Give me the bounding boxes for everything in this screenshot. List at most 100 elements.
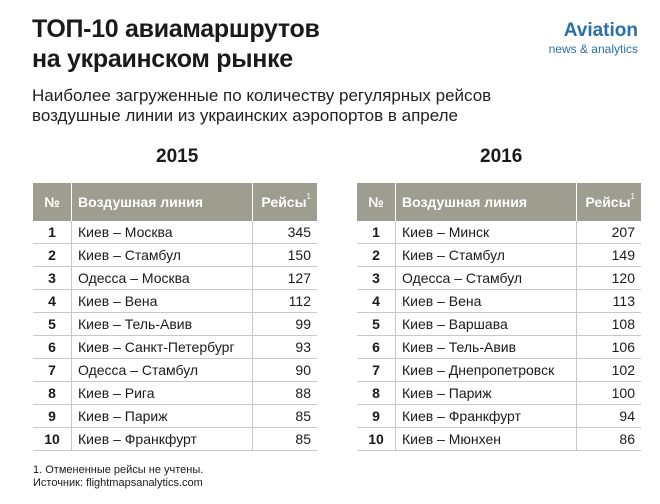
footnote-mark: 1 (306, 192, 311, 201)
rank-cell: 10 (357, 427, 396, 451)
route-cell: Киев – Мюнхен (395, 427, 577, 451)
table-row: 8 Киев – Париж 100 (357, 381, 641, 405)
route-cell: Одесса – Стамбул (395, 266, 577, 290)
table-row: 8 Киев – Рига 88 (33, 381, 317, 405)
route-cell: Одесса – Стамбул (71, 358, 253, 382)
table-row: 3 Одесса – Стамбул 120 (357, 266, 641, 290)
flights-cell: 345 (252, 221, 317, 244)
flights-cell: 99 (252, 312, 317, 336)
route-cell: Одесса – Москва (71, 266, 253, 290)
route-cell: Киев – Вена (395, 289, 577, 313)
flights-header-label: Рейсы (261, 194, 307, 210)
table-row: 3 Одесса – Москва 127 (33, 266, 317, 290)
column-header-flights: Рейсы1 (252, 183, 317, 221)
rank-cell: 4 (33, 289, 72, 313)
flights-cell: 102 (576, 358, 641, 382)
flights-cell: 93 (252, 335, 317, 359)
flights-cell: 86 (576, 427, 641, 451)
route-cell: Киев – Вена (71, 289, 253, 313)
rank-cell: 4 (357, 289, 396, 313)
aviation-logo: Aviation news & analytics (549, 20, 638, 57)
rank-cell: 5 (357, 312, 396, 336)
route-cell: Киев – Варшава (395, 312, 577, 336)
routes-table-2016: № Воздушная линия Рейсы1 1 Киев – Минск 20… (357, 183, 641, 451)
rank-cell: 3 (33, 266, 72, 290)
footnote-line-1: 1. Отмененные рейсы не учтены. (33, 464, 204, 476)
flights-cell: 120 (576, 266, 641, 290)
table-row: 2 Киев – Стамбул 150 (33, 243, 317, 267)
table-row: 5 Киев – Тель-Авив 99 (33, 312, 317, 336)
table-row: 6 Киев – Санкт-Петербург 93 (33, 335, 317, 359)
page-title: ТОП-10 авиамаршрутов на украинском рынке (32, 14, 320, 74)
title-line-1: ТОП-10 авиамаршрутов (32, 15, 320, 43)
flights-cell: 127 (252, 266, 317, 290)
table-row: 1 Киев – Москва 345 (33, 221, 317, 244)
flights-cell: 88 (252, 381, 317, 405)
rank-cell: 7 (33, 358, 72, 382)
title-line-2: на украинском рынке (32, 45, 293, 73)
route-cell: Киев – Днепропетровск (395, 358, 577, 382)
flights-cell: 94 (576, 404, 641, 428)
column-header-route: Воздушная линия (395, 183, 577, 221)
route-cell: Киев – Минск (395, 221, 577, 244)
routes-table-2015: № Воздушная линия Рейсы1 1 Киев – Москва 3… (33, 183, 317, 451)
logo-main-text: Aviation (563, 20, 638, 41)
rank-cell: 2 (33, 243, 72, 267)
year-heading-2015: 2015 (156, 146, 199, 167)
route-cell: Киев – Москва (71, 221, 253, 244)
source-line: Источник: flightmapsanalytics.com (33, 477, 203, 489)
flights-header-label: Рейсы (585, 194, 631, 210)
flights-cell: 90 (252, 358, 317, 382)
table-row: 9 Киев – Париж 85 (33, 404, 317, 428)
subtitle-line-1: Наиболее загруженные по количеству регул… (32, 86, 492, 105)
rank-cell: 9 (357, 404, 396, 428)
page-subtitle: Наиболее загруженные по количеству регул… (32, 86, 491, 126)
table-body-2015: 1 Киев – Москва 345 2 Киев – Стамбул 150 3 Одес… (33, 221, 317, 451)
table-row: 10 Киев – Франкфурт 85 (33, 427, 317, 451)
flights-cell: 85 (252, 427, 317, 451)
flights-cell: 112 (252, 289, 317, 313)
table-row: 10 Киев – Мюнхен 86 (357, 427, 641, 451)
table-header-row: № Воздушная линия Рейсы1 (33, 183, 317, 221)
flights-cell: 207 (576, 221, 641, 244)
column-header-num: № (33, 183, 72, 221)
rank-cell: 2 (357, 243, 396, 267)
table-row: 7 Одесса – Стамбул 90 (33, 358, 317, 382)
flights-cell: 106 (576, 335, 641, 359)
rank-cell: 8 (33, 381, 72, 405)
flights-cell: 100 (576, 381, 641, 405)
route-cell: Киев – Стамбул (71, 243, 253, 267)
footnote-mark: 1 (630, 192, 635, 201)
table-row: 2 Киев – Стамбул 149 (357, 243, 641, 267)
flights-cell: 149 (576, 243, 641, 267)
table-body-2016: 1 Киев – Минск 207 2 Киев – Стамбул 149 3 Одесс… (357, 221, 641, 451)
route-cell: Киев – Франкфурт (395, 404, 577, 428)
route-cell: Киев – Тель-Авив (395, 335, 577, 359)
rank-cell: 6 (357, 335, 396, 359)
rank-cell: 6 (33, 335, 72, 359)
table-row: 4 Киев – Вена 113 (357, 289, 641, 313)
column-header-route: Воздушная линия (71, 183, 253, 221)
logo-sub-text: news & analytics (548, 42, 638, 56)
route-cell: Киев – Париж (71, 404, 253, 428)
table-row: 1 Киев – Минск 207 (357, 221, 641, 244)
table-row: 4 Киев – Вена 112 (33, 289, 317, 313)
column-header-num: № (357, 183, 396, 221)
rank-cell: 10 (33, 427, 72, 451)
column-header-flights: Рейсы1 (576, 183, 641, 221)
table-row: 5 Киев – Варшава 108 (357, 312, 641, 336)
route-cell: Киев – Рига (71, 381, 253, 405)
route-cell: Киев – Франкфурт (71, 427, 253, 451)
rank-cell: 5 (33, 312, 72, 336)
rank-cell: 1 (33, 221, 72, 244)
route-cell: Киев – Санкт-Петербург (71, 335, 253, 359)
flights-cell: 150 (252, 243, 317, 267)
flights-cell: 85 (252, 404, 317, 428)
rank-cell: 3 (357, 266, 396, 290)
rank-cell: 7 (357, 358, 396, 382)
route-cell: Киев – Париж (395, 381, 577, 405)
route-cell: Киев – Стамбул (395, 243, 577, 267)
rank-cell: 9 (33, 404, 72, 428)
footnote: 1. Отмененные рейсы не учтены. Источник:… (33, 464, 203, 490)
flights-cell: 113 (576, 289, 641, 313)
